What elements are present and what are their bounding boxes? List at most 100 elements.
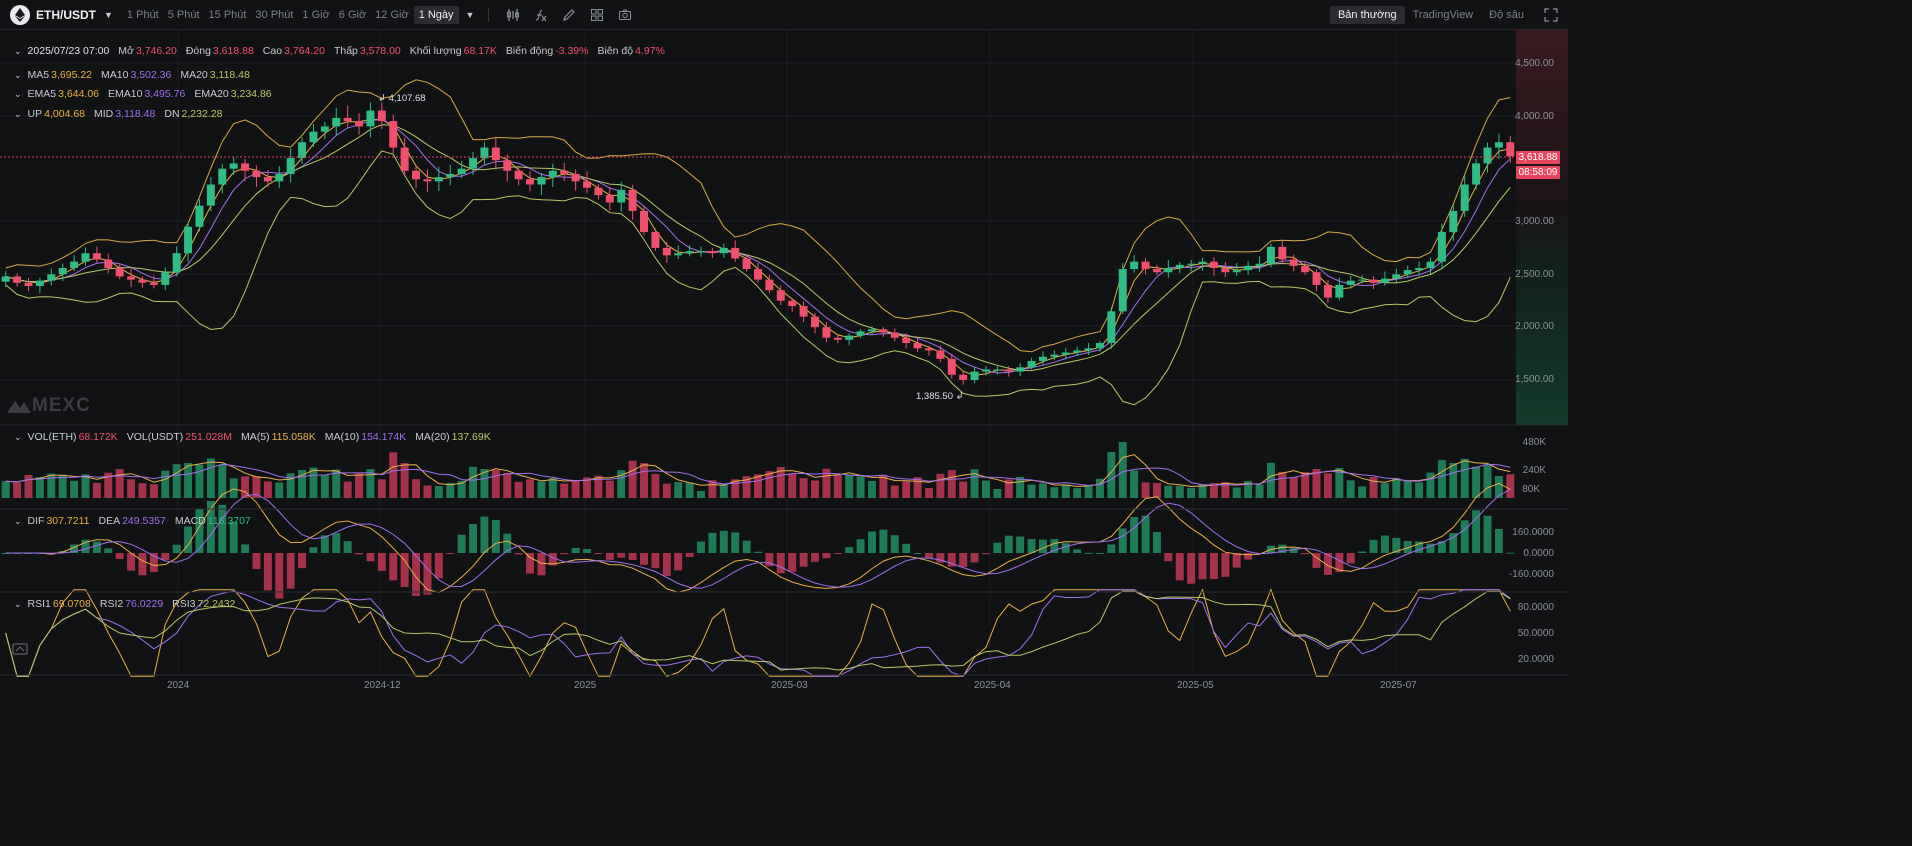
pair-dropdown-icon[interactable]: ▼	[104, 9, 113, 20]
volume-bar	[708, 480, 717, 498]
rsi3-value: 72.2432	[197, 598, 236, 610]
macd-bar	[605, 553, 614, 560]
volume-bar	[332, 469, 341, 498]
view-standard-button[interactable]: Bản thường	[1329, 6, 1405, 24]
chevron-down-icon[interactable]: ⌄	[14, 88, 22, 99]
volume-bar	[1494, 476, 1503, 498]
boll-legend: ⌄ UP 4,004.68 MID 3,118.48 DN 2,232.28	[14, 108, 231, 120]
chevron-down-icon[interactable]: ⌄	[14, 515, 22, 526]
candle-body	[742, 258, 751, 270]
volume-bar	[697, 490, 705, 498]
candle-body	[685, 251, 694, 254]
fx-icon[interactable]	[534, 8, 548, 22]
macd-bar	[731, 532, 740, 553]
macd-bar	[1369, 539, 1378, 553]
interval-dropdown-icon[interactable]: ▼	[465, 9, 475, 20]
candle-body	[1244, 265, 1253, 271]
candle-body	[526, 179, 535, 185]
candle-body	[993, 369, 1002, 371]
macd-bar	[754, 551, 762, 553]
volume-axis-label: 480K	[1522, 437, 1546, 448]
candle-body	[138, 279, 147, 283]
pair-symbol[interactable]: ETH/USDT	[36, 7, 96, 22]
volume-bar	[491, 469, 500, 498]
boll-dn-label: DN	[164, 108, 180, 120]
drawing-tool-icon[interactable]	[12, 642, 30, 656]
time-axis-label: 2024	[167, 680, 190, 691]
candle-body	[24, 282, 33, 286]
volume-bar	[24, 474, 33, 498]
candle-body	[1175, 264, 1184, 268]
interval-15m[interactable]: 15 Phút	[208, 8, 247, 21]
interval-1m[interactable]: 1 Phút	[126, 8, 159, 21]
indicator-icon[interactable]	[506, 8, 520, 22]
macd-bar	[1426, 543, 1435, 553]
macd-bar	[1027, 538, 1036, 553]
macd-bar	[1152, 532, 1161, 553]
candle-body	[343, 117, 352, 122]
volume-bar	[309, 467, 318, 498]
volume-bar	[1380, 483, 1389, 498]
rsi3-line	[5, 590, 1511, 677]
candle-body	[1141, 261, 1150, 270]
interval-5m[interactable]: 5 Phút	[167, 8, 200, 21]
candle-body	[480, 147, 489, 159]
volume-bar	[1084, 485, 1093, 498]
macd-bar	[1323, 553, 1332, 575]
candle-body	[1232, 270, 1241, 273]
candle-body	[902, 337, 911, 344]
layout-grid-icon[interactable]	[590, 8, 604, 22]
candle-body	[719, 247, 728, 254]
macd-bar	[389, 553, 398, 581]
volume-bar	[1506, 474, 1515, 498]
pane-separators	[0, 424, 1568, 676]
candle-body	[1050, 354, 1059, 357]
candle-body	[400, 147, 409, 171]
interval-1h[interactable]: 1 Giờ	[302, 8, 330, 21]
volume-bar	[434, 486, 443, 498]
candle-body	[1346, 280, 1355, 285]
candlestick-chart[interactable]	[0, 30, 1568, 694]
interval-12h[interactable]: 12 Giờ	[375, 8, 409, 21]
macd-bar	[263, 553, 272, 591]
volume-bar	[1004, 479, 1013, 498]
view-tradingview-button[interactable]: TradingView	[1412, 9, 1474, 21]
volume-bar	[788, 473, 797, 498]
volume-bar	[184, 463, 193, 498]
volume-bar	[263, 481, 272, 498]
candle-body	[1038, 356, 1047, 361]
chevron-down-icon[interactable]: ⌄	[14, 45, 22, 56]
chevron-down-icon[interactable]: ⌄	[14, 431, 22, 442]
volume-bar	[537, 481, 546, 498]
macd-bar	[1346, 553, 1355, 564]
camera-icon[interactable]	[618, 8, 632, 22]
dif-label: DIF	[27, 515, 45, 527]
draw-pencil-icon[interactable]	[562, 8, 576, 22]
candle-body	[377, 110, 386, 122]
volume-bar	[856, 476, 865, 498]
vol-ma20-value: 137.69K	[451, 431, 491, 443]
time-axis-label: 2025-07	[1380, 680, 1417, 691]
macd-bar	[674, 553, 683, 571]
candle-body	[241, 163, 250, 171]
macd-bar	[1312, 553, 1321, 568]
chevron-down-icon[interactable]: ⌄	[14, 69, 22, 80]
interval-30m[interactable]: 30 Phút	[255, 8, 294, 21]
interval-6h[interactable]: 6 Giờ	[338, 8, 367, 21]
chevron-down-icon[interactable]: ⌄	[14, 598, 22, 609]
time-axis-label: 2025	[574, 680, 597, 691]
macd-bar	[845, 547, 854, 553]
macd-bar	[1107, 544, 1116, 553]
volume-bar	[970, 469, 979, 498]
interval-1d[interactable]: 1 Ngày	[413, 5, 459, 24]
fullscreen-icon[interactable]	[1544, 8, 1558, 22]
volume-bar	[981, 480, 990, 498]
view-depth-button[interactable]: Độ sâu	[1489, 9, 1524, 21]
volume-bar	[423, 485, 432, 498]
candle-body	[366, 110, 375, 127]
macd-bar	[1164, 553, 1173, 562]
candle-body	[799, 306, 808, 317]
macd-bar	[1289, 548, 1298, 553]
chevron-down-icon[interactable]: ⌄	[14, 108, 22, 119]
macd-bar	[959, 553, 968, 567]
